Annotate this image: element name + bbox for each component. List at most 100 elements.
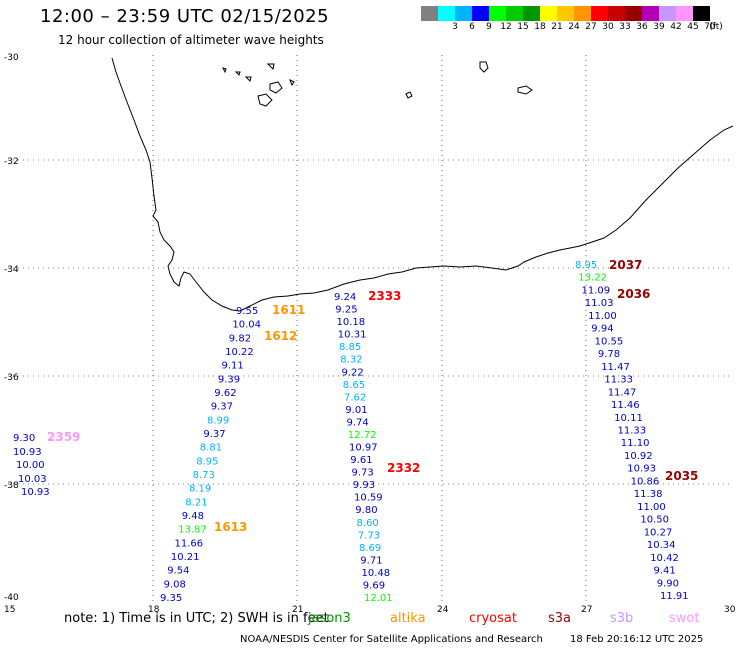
wave-reading: 9.71 (360, 555, 382, 566)
legend-swatch (591, 6, 608, 21)
lon-label-15: 15 (4, 605, 15, 615)
wave-reading: 12.72 (348, 430, 377, 441)
wave-reading: 13.87 (178, 525, 207, 536)
lat-label-36: -36 (4, 373, 19, 383)
wave-reading: 10.92 (624, 451, 653, 462)
legend-swatch (676, 6, 693, 21)
wave-reading: 8.32 (340, 355, 362, 366)
wave-reading: 7.73 (358, 530, 380, 541)
wave-reading: 8.85 (339, 342, 361, 353)
legend-swatch (693, 6, 710, 21)
legend-label: 45 (687, 22, 699, 32)
wave-reading: 13.22 (578, 273, 607, 284)
wave-reading: 8.95 (575, 260, 597, 271)
legend-swatch (625, 6, 642, 21)
wave-reading: 10.93 (13, 447, 42, 458)
wave-reading: 9.11 (222, 361, 244, 372)
wave-reading: 9.90 (657, 578, 679, 589)
latitude-labels: -30 -32 -34 -36 -38 -40 (4, 53, 19, 603)
wave-reading: 9.61 (350, 455, 372, 466)
legend-swatch (455, 6, 472, 21)
coastline-island-10 (405, 91, 413, 99)
wave-reading: 11.47 (601, 362, 630, 373)
wave-reading: 9.93 (353, 480, 375, 491)
wave-reading: 10.97 (349, 443, 378, 454)
wave-reading: 10.93 (627, 464, 656, 475)
legend-label: 3 (452, 22, 458, 32)
wave-reading: 9.37 (203, 429, 225, 440)
wave-reading: 11.33 (618, 426, 647, 437)
wave-reading: 9.48 (182, 511, 204, 522)
wave-reading: 10.50 (640, 515, 669, 526)
wave-reading: 11.09 (582, 286, 611, 297)
wave-reading: 10.03 (18, 474, 47, 485)
wave-reading: 9.37 (211, 402, 233, 413)
legend-swatch (659, 6, 676, 21)
footer-note: note: 1) Time is in UTC; 2) SWH is in fe… (64, 611, 329, 626)
wave-reading: 11.00 (588, 311, 617, 322)
wave-reading: 10.18 (337, 317, 366, 328)
wave-reading: 10.55 (595, 336, 624, 347)
wave-reading: 8.19 (189, 484, 211, 495)
coastline-island-9 (517, 85, 533, 95)
wave-reading: 9.74 (347, 417, 369, 428)
coastline-island-7 (289, 78, 295, 87)
pass-time-label: 1612 (264, 329, 297, 343)
pass-time-label: 2332 (387, 461, 420, 475)
wave-reading: 11.66 (175, 538, 204, 549)
color-legend: 3 6 9 12 15 18 21 24 27 30 33 36 39 42 45 70 (ft) (421, 6, 727, 32)
legend-swatch (642, 6, 659, 21)
coastline-mainland (111, 57, 734, 312)
longitude-labels: 15 18 21 24 27 30 (4, 605, 736, 615)
legend-swatch (489, 6, 506, 21)
wave-reading: 9.01 (345, 405, 367, 416)
wave-reading: 9.69 (363, 581, 385, 592)
altimeter-tracks: 9.30 10.93 10.00 10.03 10.93 2359 9.55 10.04 9.8… (13, 258, 698, 604)
wave-reading: 9.94 (591, 324, 613, 335)
pass-time-label: 2359 (47, 430, 80, 444)
map-gridlines (8, 55, 733, 605)
legend-label: 39 (653, 22, 665, 32)
legend-swatch (472, 6, 489, 21)
coastline-island-1 (222, 67, 227, 74)
wave-reading: 9.39 (218, 374, 240, 385)
wave-reading: 8.99 (207, 415, 229, 426)
legend-label: 6 (469, 22, 475, 32)
footer-credit: NOAA/NESDIS Center for Satellite Applica… (240, 634, 543, 645)
legend-label: 36 (636, 22, 648, 32)
wave-reading: 8.81 (200, 443, 222, 454)
wave-reading: 9.73 (352, 468, 374, 479)
legend-swatch (421, 6, 438, 21)
wave-reading: 11.10 (621, 438, 650, 449)
wave-reading: 10.59 (354, 493, 383, 504)
wave-reading: 11.47 (608, 387, 637, 398)
wave-reading: 8.65 (343, 380, 365, 391)
wave-reading: 8.73 (193, 470, 215, 481)
legend-label: 9 (486, 22, 492, 32)
legend-label: 33 (619, 22, 631, 32)
wave-reading: 9.78 (598, 349, 620, 360)
coastline-island-8 (479, 61, 489, 73)
wave-reading: 11.46 (611, 400, 640, 411)
legend-swatch (608, 6, 625, 21)
wave-reading: 10.42 (650, 553, 679, 564)
legend-label: 24 (568, 22, 580, 32)
lat-label-30: -30 (4, 53, 19, 63)
coastline-island-4 (266, 63, 275, 71)
coastline-island-5 (269, 81, 283, 94)
satellite-label-swot: swot (669, 611, 700, 626)
satellite-label-s3a: s3a (548, 611, 572, 626)
legend-label: 21 (551, 22, 563, 32)
satellite-label-jason3: jason3 (308, 611, 351, 626)
map-title: 12:00 – 23:59 UTC 02/15/2025 (40, 6, 330, 27)
legend-label: 18 (534, 22, 546, 32)
lon-label-21: 21 (292, 605, 303, 615)
coastline-island-2 (234, 71, 241, 76)
lon-label-30: 30 (724, 605, 736, 615)
satellite-label-cryosat: cryosat (469, 611, 517, 626)
wave-reading: 7.62 (344, 392, 366, 403)
wave-reading: 10.31 (338, 330, 367, 341)
wave-reading: 9.41 (654, 566, 676, 577)
pass-time-label: 2036 (617, 287, 650, 301)
